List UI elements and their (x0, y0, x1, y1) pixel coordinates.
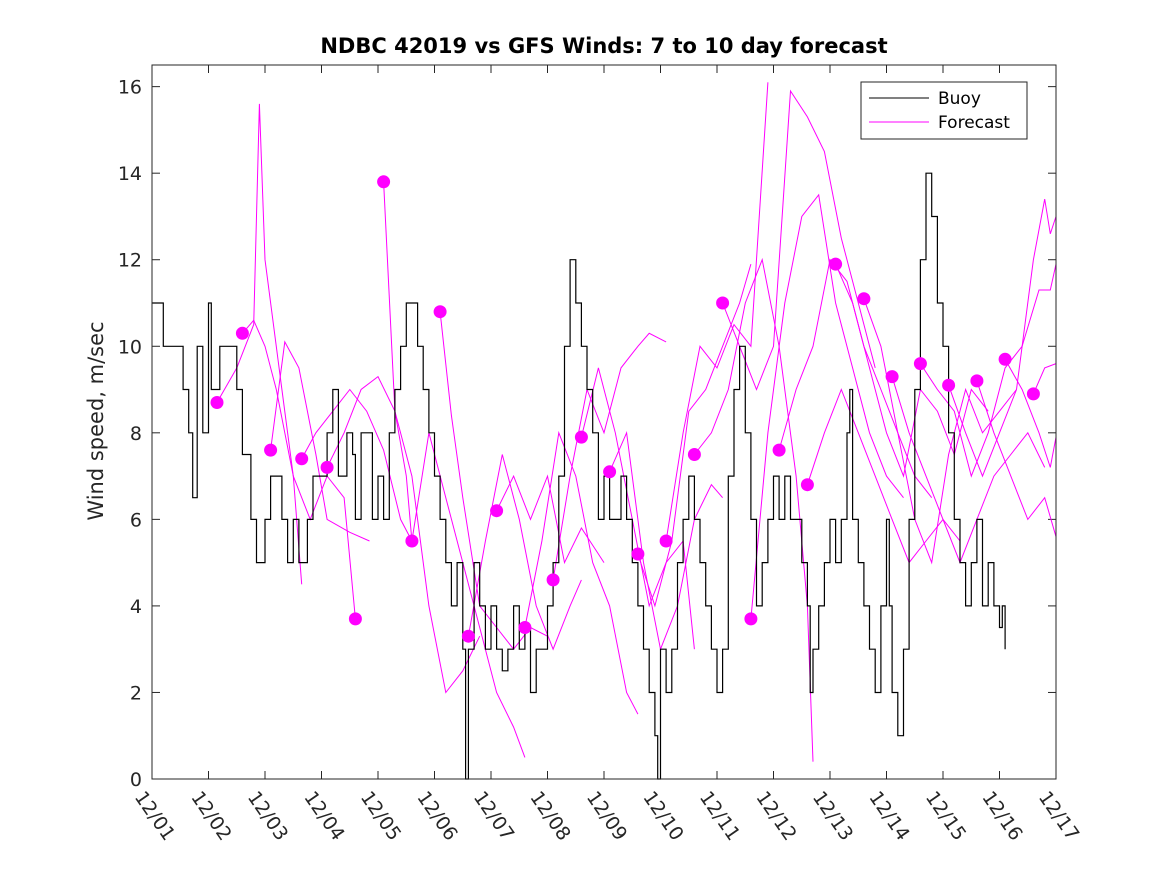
forecast-line (326, 375, 413, 542)
forecast-marker (546, 573, 560, 587)
x-tick-label: 12/07 (469, 787, 518, 844)
y-tick-label: 6 (130, 509, 142, 531)
buoy-series (152, 172, 1006, 780)
forecast-line (722, 89, 876, 391)
forecast-line (524, 430, 639, 715)
chart-title: NDBC 42019 vs GFS Winds: 7 to 10 day for… (320, 34, 887, 58)
x-tick-label: 12/14 (864, 787, 913, 844)
x-tick-label: 12/04 (299, 787, 348, 844)
forecast-marker (829, 257, 843, 271)
buoy-line (152, 172, 1006, 780)
y-tick-label: 4 (130, 596, 142, 618)
forecast-line (665, 82, 769, 542)
legend: Buoy Forecast (860, 81, 1028, 140)
y-axis-label: Wind speed, m/sec (84, 321, 108, 520)
forecast-marker (348, 612, 362, 626)
legend-buoy-label: Buoy (938, 89, 981, 109)
forecast-marker (857, 292, 871, 306)
forecast-line (301, 388, 413, 542)
forecast-marker (744, 612, 758, 626)
x-tick-label: 12/12 (751, 787, 800, 844)
x-tick-label: 12/09 (582, 787, 631, 844)
x-tick-label: 12/13 (808, 787, 857, 844)
forecast-marker (235, 326, 249, 340)
forecast-marker (433, 305, 447, 319)
forecast-marker (885, 370, 899, 384)
x-tick-label: 12/02 (186, 787, 235, 844)
forecast-line (637, 263, 752, 608)
y-tick-label: 10 (118, 336, 142, 358)
forecast-marker (800, 478, 814, 492)
y-tick-label: 2 (130, 682, 142, 704)
forecast-marker (405, 534, 419, 548)
forecast-marker (687, 448, 701, 461)
forecast-line (467, 454, 582, 651)
x-tick-label: 12/08 (525, 787, 574, 844)
forecast-line (609, 430, 723, 651)
forecast-marker (490, 504, 504, 518)
forecast-line (216, 103, 303, 585)
forecast-line (411, 432, 526, 758)
forecast-line (552, 332, 667, 580)
forecast-line (976, 380, 1057, 537)
forecast-marker (518, 621, 532, 634)
forecast-marker (913, 357, 927, 371)
x-tick-label: 12/10 (638, 787, 687, 844)
x-tick-label: 12/05 (356, 787, 405, 844)
x-tick-label: 12/16 (977, 787, 1026, 844)
plot-area (152, 65, 1056, 779)
forecast-marker (603, 465, 617, 479)
forecast-marker (264, 443, 278, 457)
forecast-line (891, 376, 1046, 564)
x-tick-label: 12/17 (1034, 787, 1083, 844)
forecast-marker (998, 352, 1012, 366)
forecast-marker (970, 374, 984, 388)
forecast-marker (942, 378, 956, 392)
x-tick-label: 12/06 (412, 787, 461, 844)
y-tick-label: 0 (130, 769, 142, 791)
forecast-markers (210, 175, 1040, 643)
forecast-line (750, 193, 904, 619)
forecast-marker (574, 430, 588, 444)
plot-frame (151, 64, 1057, 780)
forecast-marker (716, 296, 730, 310)
x-tick-label: 12/11 (695, 787, 744, 844)
forecast-marker (631, 547, 645, 561)
x-tick-label: 12/01 (130, 787, 179, 844)
y-tick-label: 14 (118, 163, 142, 185)
forecast-line (270, 340, 370, 542)
forecast-marker (295, 452, 309, 466)
forecast-marker (1026, 387, 1040, 401)
forecast-line (806, 388, 961, 564)
y-tick-label: 12 (118, 250, 142, 272)
x-tick-label: 12/15 (921, 787, 970, 844)
forecast-marker (659, 534, 673, 548)
forecast-line (835, 263, 989, 478)
forecast-line (919, 263, 1057, 478)
forecast-line (1032, 363, 1057, 395)
y-tick-label: 16 (118, 77, 142, 99)
forecast-marker (461, 629, 475, 643)
forecast-line (1004, 359, 1057, 468)
forecast-marker (772, 443, 786, 457)
forecast-line (242, 319, 356, 619)
forecast-marker (320, 460, 334, 474)
forecast-marker (210, 396, 224, 409)
legend-forecast-label: Forecast (938, 113, 1010, 133)
forecast-marker (377, 175, 391, 189)
forecast-line (496, 474, 605, 565)
x-tick-label: 12/03 (243, 787, 292, 844)
legend-box (860, 81, 1028, 140)
y-tick-label: 8 (130, 423, 142, 445)
y-axis: 0 2 4 6 8 10 12 14 16 (118, 77, 1056, 791)
forecast-line (948, 199, 1057, 478)
